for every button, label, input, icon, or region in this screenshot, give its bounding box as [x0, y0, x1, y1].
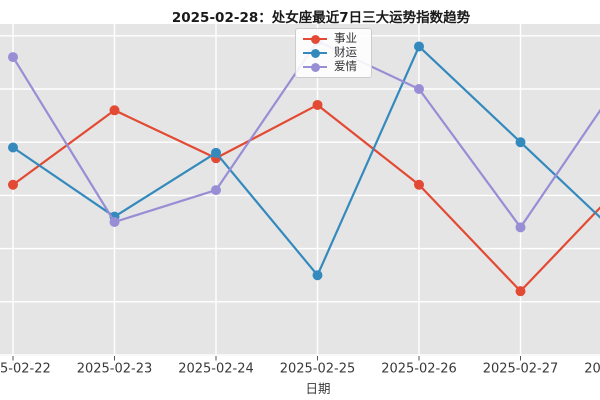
data-point-wealth — [515, 137, 526, 148]
legend-item-love: 爱情 — [303, 61, 371, 73]
x-tick-label: 2025-02-22 — [0, 362, 51, 377]
legend-dot — [310, 62, 320, 72]
legend-marker-icon — [303, 48, 327, 58]
legend-item-wealth: 财运 — [303, 47, 371, 59]
legend: 事业 财运 爱情 — [295, 28, 372, 78]
legend-marker-icon — [303, 34, 327, 44]
legend-dot — [310, 34, 320, 44]
legend-label: 事业 — [334, 31, 357, 46]
legend-label: 爱情 — [334, 59, 357, 74]
data-point-career — [414, 179, 424, 190]
data-point-love — [8, 52, 18, 63]
x-axis-label: 日期 — [305, 381, 331, 396]
data-point-wealth — [211, 147, 221, 158]
data-point-career — [515, 286, 526, 297]
legend-item-career: 事业 — [303, 33, 371, 45]
legend-label: 财运 — [334, 45, 357, 60]
legend-marker-icon — [303, 62, 327, 72]
data-point-love — [211, 185, 221, 196]
data-point-career — [312, 99, 323, 110]
data-point-wealth — [8, 142, 18, 153]
data-point-wealth — [312, 270, 323, 281]
data-point-career — [8, 179, 18, 190]
data-point-love — [515, 222, 526, 233]
x-tick-label: 2025-02-27 — [483, 362, 559, 377]
x-tick-label: 2025-02-28 — [584, 362, 600, 377]
x-tick-label: 2025-02-26 — [381, 362, 457, 377]
x-tick-label: 2025-02-24 — [178, 362, 254, 377]
data-point-love — [109, 217, 120, 227]
plot-background — [0, 24, 600, 356]
data-point-love — [414, 84, 424, 94]
data-point-wealth — [414, 41, 424, 52]
chart-title: 2025-02-28：处女座最近7日三大运势指数趋势 — [171, 10, 471, 26]
data-point-career — [109, 105, 120, 116]
x-tick-label: 2025-02-23 — [77, 362, 153, 377]
x-tick-label: 2025-02-25 — [280, 362, 356, 377]
legend-dot — [310, 48, 320, 58]
